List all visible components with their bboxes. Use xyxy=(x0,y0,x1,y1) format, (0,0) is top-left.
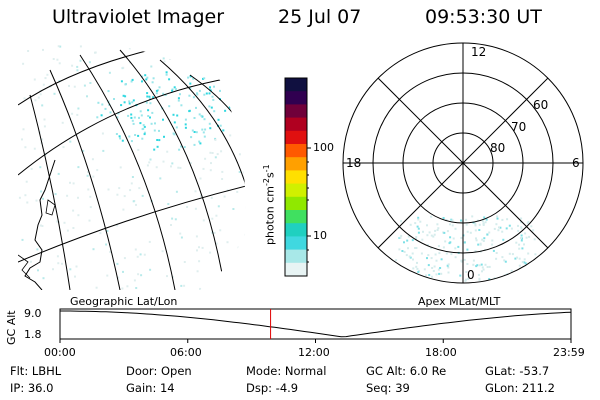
mlt-label-12: 12 xyxy=(471,45,487,59)
y-tick-1-8: 1.8 xyxy=(24,328,42,341)
x-tick-0000: 00:00 xyxy=(44,346,76,359)
mlt-label-18: 18 xyxy=(346,156,362,170)
ip-info: IP: 36.0 xyxy=(10,381,54,395)
x-tick-2359: 23:59 xyxy=(553,346,585,359)
date-label: 25 Jul 07 xyxy=(278,6,362,28)
timeline-left-title: Geographic Lat/Lon xyxy=(70,295,178,308)
mlt-label-0: 0 xyxy=(467,268,475,282)
x-tick-1200: 12:00 xyxy=(298,346,330,359)
y-tick-9: 9.0 xyxy=(24,307,42,320)
time-label: 09:53:30 UT xyxy=(425,6,542,28)
x-tick-1800: 18:00 xyxy=(425,346,457,359)
lat-label-70: 70 xyxy=(511,120,527,134)
instrument-title: Ultraviolet Imager xyxy=(52,6,225,28)
colorbar-tick-100: 100 xyxy=(313,141,334,154)
mlt-label-6: 6 xyxy=(572,156,580,170)
lat-label-60: 60 xyxy=(533,98,549,112)
gain-info: Gain: 14 xyxy=(126,381,175,395)
lat-label-80: 80 xyxy=(490,141,506,155)
filter-info: Flt: LBHL xyxy=(10,364,62,378)
mode-info: Mode: Normal xyxy=(246,364,327,378)
dsp-info: Dsp: -4.9 xyxy=(246,381,299,395)
door-info: Door: Open xyxy=(126,364,192,378)
timeline-right-title: Apex MLat/MLT xyxy=(418,295,501,308)
seq-info: Seq: 39 xyxy=(366,381,410,395)
colorbar-tick-10: 10 xyxy=(313,229,327,242)
x-tick-0600: 06:00 xyxy=(170,346,202,359)
glon-info: GLon: 211.2 xyxy=(485,381,555,395)
gc-alt-info: GC Alt: 6.0 Re xyxy=(366,364,447,378)
glat-info: GLat: -53.7 xyxy=(485,364,550,378)
